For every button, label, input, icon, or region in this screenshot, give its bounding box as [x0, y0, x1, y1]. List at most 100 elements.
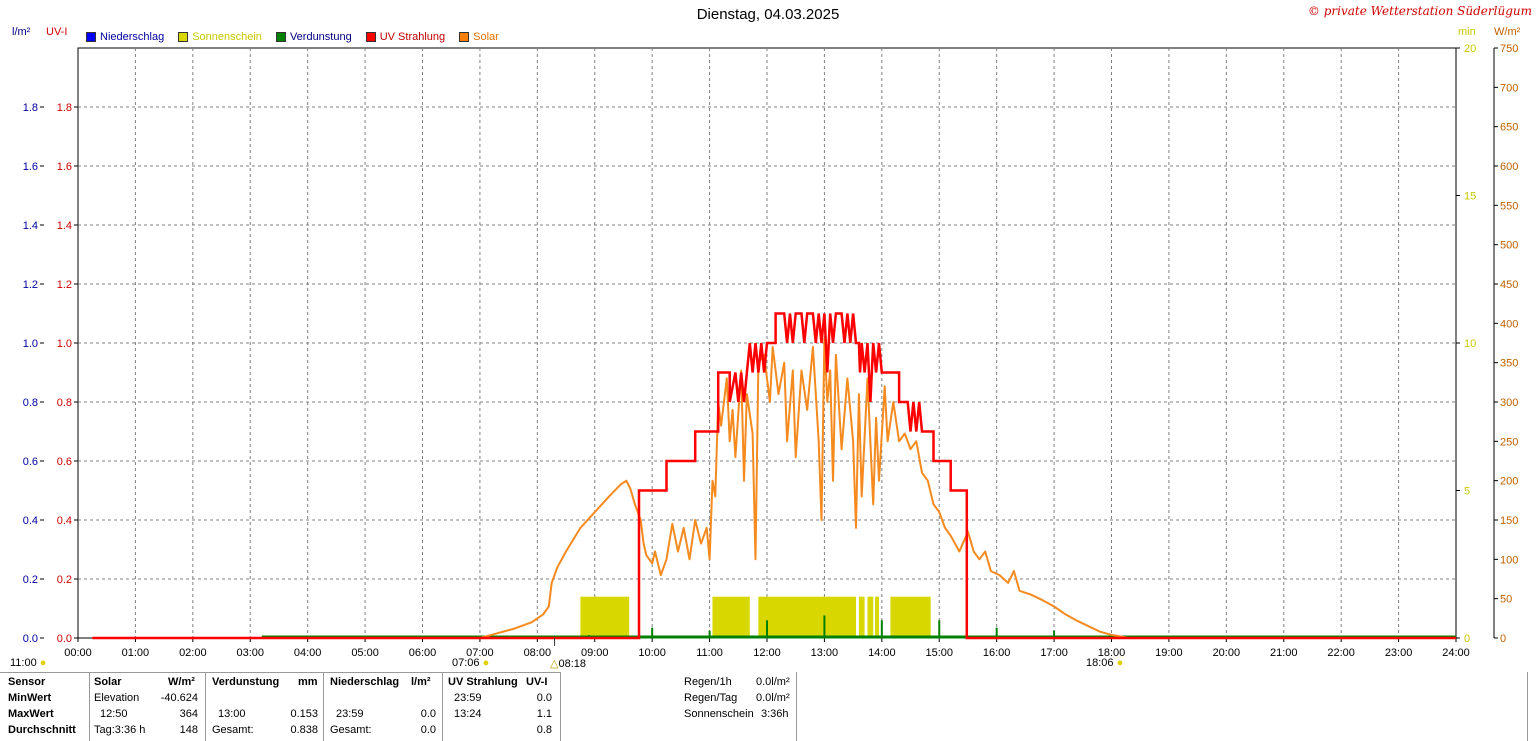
solar-tick-label: 100 [1500, 554, 1518, 566]
evap-max-value: 0.153 [290, 708, 318, 720]
durchschnitt-label: Durchschnitt [8, 724, 76, 736]
sun-tick-label: 0 [1464, 633, 1470, 645]
sun-tick-label: 20 [1464, 43, 1476, 55]
rain-tick-label: 0.8 [23, 397, 38, 409]
rain-tick-label: 0.2 [23, 574, 38, 586]
solar-tick-label: 150 [1500, 515, 1518, 527]
rain-unit: l/m² [411, 676, 431, 688]
summary-rain-day-label: Regen/Tag [684, 692, 738, 704]
x-tick-label: 15:00 [925, 647, 953, 659]
legend-item-solar[interactable]: Solar [459, 31, 499, 43]
x-tick-label: 19:00 [1155, 647, 1183, 659]
rain-sum-value: 0.0 [420, 724, 436, 736]
uv-tick-label: 0.8 [57, 397, 72, 409]
uv-tick-label: 1.0 [57, 338, 72, 350]
rain-max-value: 0.0 [420, 708, 436, 720]
sun-tick-label: 10 [1464, 338, 1476, 350]
legend-label: Solar [473, 31, 499, 43]
rain-tick-label: 1.2 [23, 279, 38, 291]
copyright-label: © private Wetterstation Süderlügum [1307, 4, 1532, 18]
uv-unit-label: UV-I [46, 26, 68, 38]
legend-item-niederschlag[interactable]: Niederschlag [86, 31, 164, 43]
x-tick-label: 00:00 [64, 647, 92, 659]
rain-tick-label: 0.6 [23, 456, 38, 468]
x-tick-label: 01:00 [122, 647, 150, 659]
x-tick-label: 04:00 [294, 647, 322, 659]
rain-sum-label: Gesamt: [330, 724, 372, 736]
solar-min-label: Elevation [94, 692, 140, 704]
summary-sunshine-label: Sonnenschein [684, 708, 754, 720]
uv-max-time: 13:24 [454, 708, 482, 720]
solar-max-time: 12:50 [100, 708, 128, 720]
rain-max-time: 23:59 [336, 708, 364, 720]
sunshine-bar [874, 596, 879, 638]
solar-unit: W/m² [168, 676, 195, 688]
chart-title: Dienstag, 04.03.2025 [696, 6, 840, 23]
sunshine-bar [580, 596, 630, 638]
legend-item-sonnenschein[interactable]: Sonnenschein [178, 31, 262, 43]
legend-label: UV Strahlung [379, 31, 446, 43]
summary-rain-1h-label: Regen/1h [684, 676, 732, 688]
solar-tick-label: 0 [1500, 633, 1506, 645]
sun-tick-label: 15 [1464, 191, 1476, 203]
uv-unit: UV-I [526, 676, 548, 688]
x-tick-label: 05:00 [351, 647, 379, 659]
uv-min-time: 23:59 [454, 692, 482, 704]
minwert-label: MinWert [8, 692, 52, 704]
sunshine-bar [758, 596, 856, 638]
legend-label: Sonnenschein [192, 31, 262, 43]
solar-tick-label: 50 [1500, 594, 1512, 606]
uv-tick-label: 1.8 [57, 102, 72, 114]
x-tick-label: 20:00 [1213, 647, 1241, 659]
evap-header: Verdunstung [212, 676, 280, 688]
rain-tick-label: 1.0 [23, 338, 38, 350]
legend-swatch [365, 32, 376, 42]
legend-item-verdunstung[interactable]: Verdunstung [275, 31, 352, 43]
solar-tick-label: 500 [1500, 240, 1518, 252]
solar-tick-label: 350 [1500, 358, 1518, 370]
daylength-label: 11:00 ● [10, 657, 47, 669]
x-tick-label: 09:00 [581, 647, 609, 659]
solar-tick-label: 250 [1500, 436, 1518, 448]
maxwert-label: MaxWert [8, 708, 54, 720]
solar-tick-label: 300 [1500, 397, 1518, 409]
legend-swatch [275, 32, 286, 42]
sun-unit-label: min [1458, 26, 1476, 38]
sensor-header: Sensor [8, 676, 46, 688]
solar-line [479, 338, 1129, 639]
solar-tick-label: 750 [1500, 43, 1518, 55]
x-tick-label: 10:00 [638, 647, 666, 659]
uv-header: UV Strahlung [448, 676, 518, 688]
solar-avg-label: Tag:3:36 h [94, 724, 146, 736]
uv-tick-label: 0.6 [57, 456, 72, 468]
legend-label: Verdunstung [289, 31, 352, 43]
summary-rain-day-value: 0.0l/m² [756, 692, 790, 704]
x-tick-label: 18:00 [1098, 647, 1126, 659]
x-tick-label: 13:00 [811, 647, 839, 659]
sunshine-bar [858, 596, 865, 638]
evap-unit: mm [298, 676, 318, 688]
x-tick-label: 03:00 [236, 647, 264, 659]
uv-tick-label: 0.0 [57, 633, 72, 645]
summary-sunshine-value: 3:36h [761, 708, 789, 720]
rain-tick-label: 0.0 [23, 633, 38, 645]
sunrise-label: 07:06 ● [452, 657, 490, 669]
evap-max-time: 13:00 [218, 708, 246, 720]
solar-header: Solar [94, 676, 122, 688]
x-tick-label: 16:00 [983, 647, 1011, 659]
x-tick-label: 12:00 [753, 647, 781, 659]
x-tick-label: 14:00 [868, 647, 896, 659]
rain-tick-label: 0.4 [23, 515, 38, 527]
legend-item-uv-strahlung[interactable]: UV Strahlung [365, 31, 446, 43]
x-tick-label: 08:00 [524, 647, 552, 659]
x-tick-label: 02:00 [179, 647, 207, 659]
rain-header: Niederschlag [330, 676, 400, 688]
solar-tick-label: 200 [1500, 476, 1518, 488]
uv-tick-label: 1.6 [57, 161, 72, 173]
solar-avg-value: 148 [179, 724, 198, 736]
sunshine-bar [867, 596, 874, 638]
legend-swatch [178, 32, 189, 42]
legend-swatch [86, 32, 96, 42]
solar-tick-label: 650 [1500, 122, 1518, 134]
legend: Niederschlag Sonnenschein Verdunstung UV… [86, 31, 513, 43]
